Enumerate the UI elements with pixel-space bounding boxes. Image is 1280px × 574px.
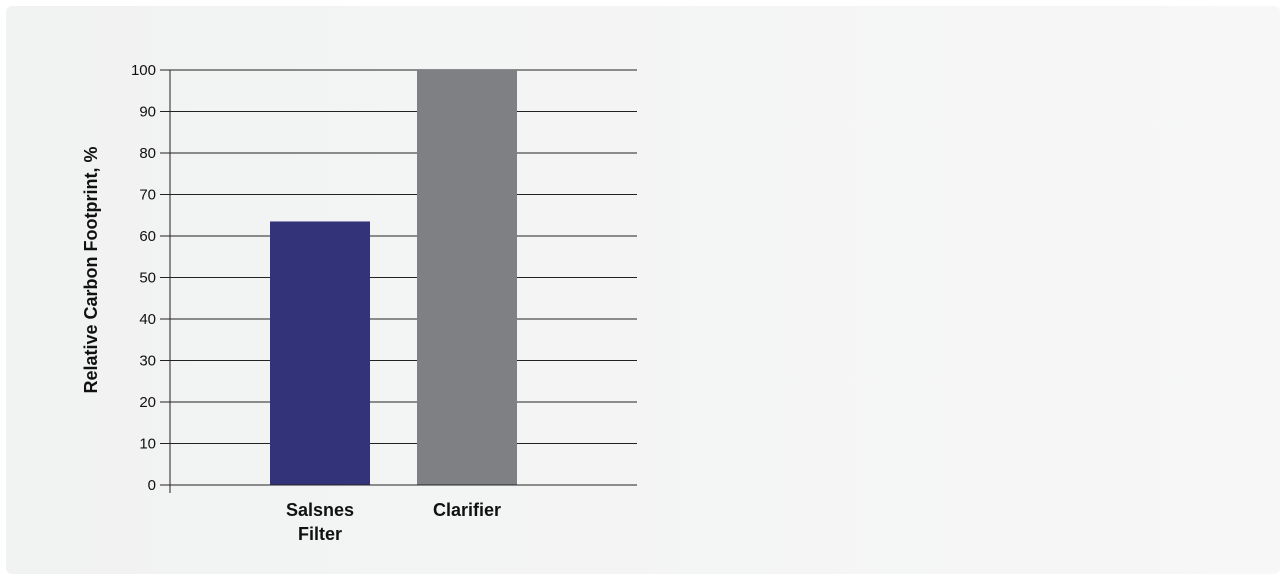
y-tick-label-40: 40 bbox=[139, 311, 156, 328]
bar-salsnes-filter bbox=[270, 221, 370, 485]
y-tick-label-60: 60 bbox=[139, 228, 156, 245]
x-category-label-salsnes-filter: Salsnes Filter bbox=[286, 500, 354, 544]
y-tick-label-90: 90 bbox=[139, 104, 156, 121]
y-tick-label-10: 10 bbox=[139, 436, 156, 453]
y-tick-label-50: 50 bbox=[139, 270, 156, 287]
labels: 0 10 20 30 40 50 60 70 80 90 100 Salsnes Filter Clari… bbox=[131, 62, 501, 544]
y-tick-label-100: 100 bbox=[131, 62, 156, 79]
gridlines bbox=[160, 69, 637, 444]
bars bbox=[270, 70, 517, 485]
axes bbox=[160, 70, 637, 493]
y-tick-label-20: 20 bbox=[139, 394, 156, 411]
bar-clarifier bbox=[417, 70, 517, 485]
y-tick-label-70: 70 bbox=[139, 187, 156, 204]
y-tick-label-0: 0 bbox=[148, 477, 156, 494]
x-category-label-clarifier: Clarifier bbox=[433, 500, 501, 520]
y-tick-label-30: 30 bbox=[139, 353, 156, 370]
chart-panel bbox=[6, 6, 1280, 574]
y-tick-label-80: 80 bbox=[139, 145, 156, 162]
y-axis-title: Relative Carbon Footprint, % bbox=[81, 146, 101, 393]
